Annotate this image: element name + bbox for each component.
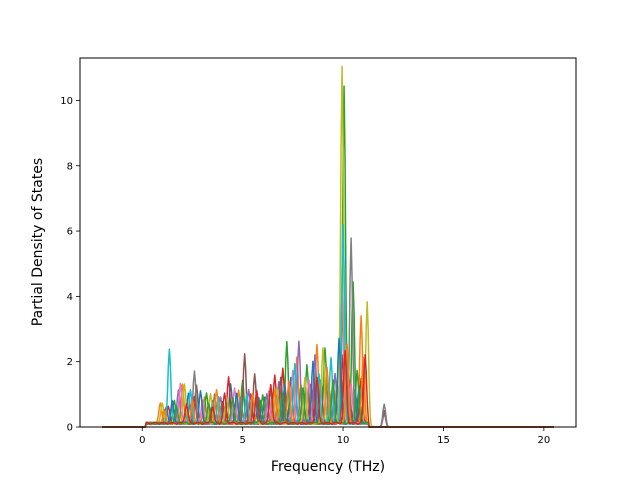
plot-frame [79,57,577,428]
y-tick-label: 0 [67,423,73,434]
y-tick-label: 6 [67,227,73,238]
y-tick-label: 10 [60,96,73,107]
x-tick-label: 0 [139,435,145,446]
x-tick-label: 5 [239,435,245,446]
x-axis-ticks: 0 5 10 15 20 [139,427,550,446]
y-tick-label: 2 [67,357,73,368]
y-tick-label: 8 [67,161,73,172]
x-tick-label: 20 [538,435,551,446]
x-tick-label: 15 [437,435,450,446]
y-tick-label: 4 [67,292,73,303]
x-tick-label: 10 [337,435,350,446]
y-axis-title: Partial Density of States [30,158,46,326]
plot-background [80,58,576,427]
y-axis-ticks: 0 2 4 6 8 10 [60,96,80,434]
x-axis-title: Frequency (THz) [271,459,385,475]
